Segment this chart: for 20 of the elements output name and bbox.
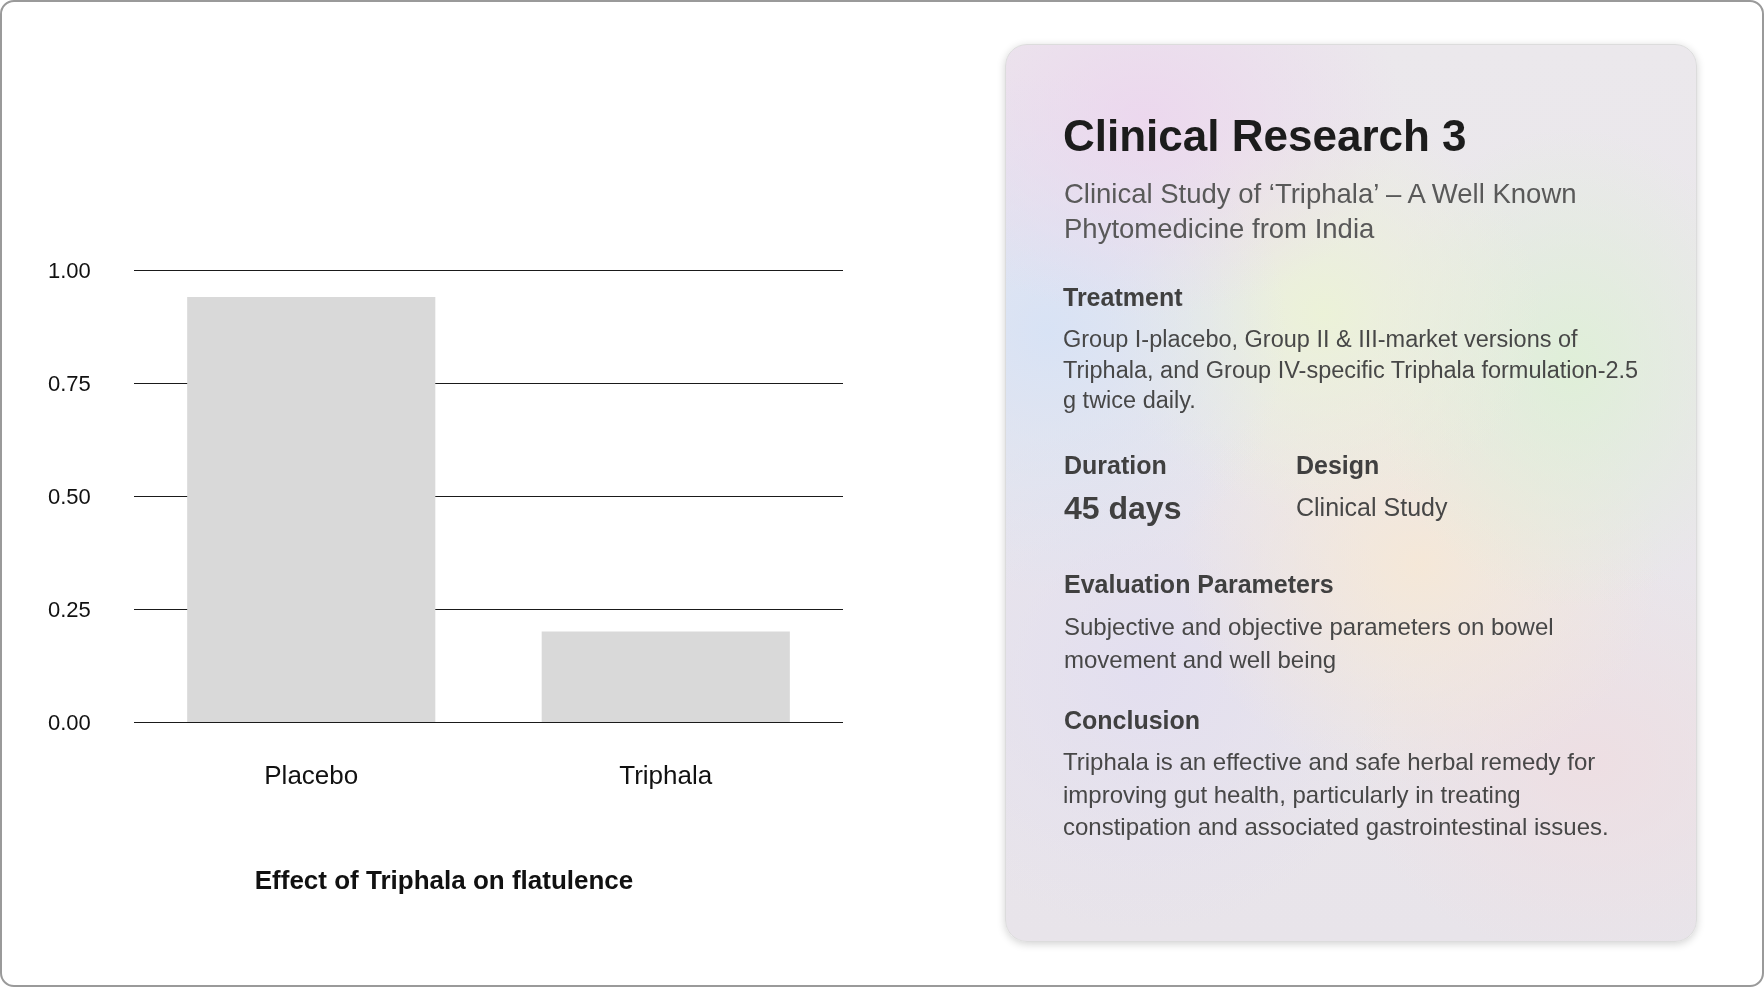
text: Treatment: [1063, 282, 1184, 312]
text: Effect of Triphala on flatulence: [254, 865, 634, 895]
y-tick-label: 0.75: [48, 370, 91, 396]
text: Triphala is an effective and safe herbal remedy for improving gut health, particularly in treating constipation and associated gastrointestinal issues.: [1063, 747, 1610, 842]
text: Clinical Study of ‘Triphala’ – A Well Known Phytomedicine from India: [1064, 177, 1578, 246]
x-tick-label: Placebo: [264, 760, 359, 790]
text: Clinical Study: [1296, 492, 1449, 522]
text: Subjective and objective parameters on bowel movement and well being: [1064, 612, 1555, 675]
y-tick-label: 1.00: [48, 257, 91, 283]
text: Group I-placebo, Group II & III-market versions of Triphala, and Group IV-specific Triphala formulation-2.5 g twice daily.: [1063, 325, 1640, 415]
y-tick-label: 0.50: [48, 483, 91, 509]
text: 45 days: [1064, 489, 1183, 528]
text: Duration: [1064, 450, 1168, 480]
y-tick-label: 0.25: [48, 596, 91, 622]
text: Evaluation Parameters: [1064, 569, 1335, 599]
text: Clinical Research 3: [1063, 110, 1468, 162]
x-tick-label: Triphala: [619, 760, 713, 790]
text: Conclusion: [1064, 705, 1202, 735]
y-tick-label: 0.00: [48, 709, 91, 735]
text: Design: [1296, 450, 1381, 480]
